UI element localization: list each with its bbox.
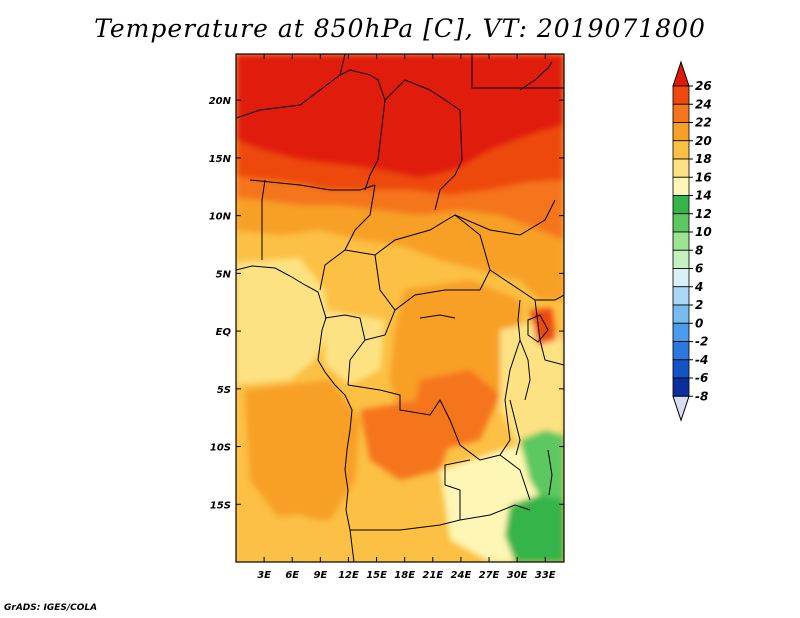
coastline-west <box>236 265 355 562</box>
lon-tick-label: 18E <box>394 570 415 581</box>
colorbar-swatch <box>672 122 690 142</box>
river-congo-marks <box>419 314 456 319</box>
colorbar-label: 2 <box>695 298 703 312</box>
border-benin-nigeria <box>261 179 266 260</box>
lon-tick-label: 21E <box>422 570 443 581</box>
colorbar-label: 4 <box>694 280 703 294</box>
chart-title: Temperature at 850hPa [C], VT: 201907180… <box>94 14 706 43</box>
border-car-north <box>344 214 491 291</box>
colorbar-label: 0 <box>695 316 703 330</box>
lon-tick-label: 6E <box>285 570 299 581</box>
colorbar-label: 18 <box>695 152 712 166</box>
map-frame <box>235 53 565 563</box>
field-hot-spot-east <box>530 308 556 345</box>
colorbar-label: 14 <box>695 189 712 203</box>
lat-tick-label: 15S <box>210 500 231 511</box>
lat-tick-label: EQ <box>216 327 232 338</box>
colorbar-label: 6 <box>695 262 703 276</box>
coast-red-sea <box>519 61 553 91</box>
colorbar-label: 10 <box>695 225 712 239</box>
border-algeria-libya <box>339 54 346 76</box>
colorbar-swatch <box>672 231 690 251</box>
colorbar-swatch <box>672 377 690 397</box>
field-16-18-gabon <box>325 310 385 385</box>
colorbar-label: 26 <box>695 79 712 93</box>
colorbar-label: -6 <box>695 371 708 385</box>
border-lakes <box>519 339 531 401</box>
lon-tick-label: 33E <box>535 570 556 581</box>
colorbar-swatch <box>672 158 690 178</box>
colorbar-swatch <box>672 249 690 269</box>
field-20-22-atlantic-south <box>245 380 360 520</box>
border-car-south <box>374 254 480 311</box>
colorbar-label: -8 <box>695 389 708 403</box>
lon-tick-label: 27E <box>479 570 500 581</box>
colorbar-label: 24 <box>695 97 712 111</box>
border-angola <box>350 459 471 531</box>
border-nigeria-niger <box>249 179 376 191</box>
colorbar-swatch <box>672 286 690 306</box>
colorbar-swatch <box>672 213 690 233</box>
colorbar-label: 20 <box>695 134 712 148</box>
border-gabon <box>324 314 366 386</box>
border-nigeria-cameroon <box>319 184 376 291</box>
lake-victoria <box>527 314 549 343</box>
border-zambia-malawi <box>499 454 531 501</box>
colorbar-label: 8 <box>695 243 703 257</box>
lon-tick-label: 15E <box>366 570 387 581</box>
temperature-field <box>236 54 564 562</box>
colorbar-swatch <box>672 140 690 160</box>
field-10-12-malawi <box>520 430 564 510</box>
border-sudan-south <box>454 199 556 236</box>
colorbar-swatch <box>672 341 690 361</box>
lon-tick-label: 12E <box>338 570 359 581</box>
grads-credit: GrADS: IGES/COLA <box>4 603 98 613</box>
lat-tick-label: 15N <box>209 154 232 165</box>
colorbar-swatch <box>672 322 690 342</box>
lon-tick-label: 24E <box>451 570 472 581</box>
colorbar-swatch <box>672 195 690 215</box>
field-12-14-south <box>505 495 564 562</box>
colorbar-swatch <box>672 176 690 196</box>
lon-tick-label: 3E <box>257 570 271 581</box>
colorbar-swatch <box>672 268 690 288</box>
country-borders <box>236 54 564 562</box>
border-congo <box>364 309 396 341</box>
colorbar-top-arrow <box>672 60 690 87</box>
lake-tanganyika <box>509 399 521 456</box>
border-libya-egypt <box>471 54 564 89</box>
longitude-axis: 3E 6E 9E 12E 15E 18E 21E 24E 27E 30E 33E <box>257 54 556 581</box>
lon-tick-label: 9E <box>313 570 327 581</box>
colorbar-label: 22 <box>695 116 712 130</box>
field-above-26 <box>236 54 564 178</box>
field-16-18-gulf <box>236 258 330 385</box>
lat-tick-label: 5S <box>217 385 231 396</box>
lat-tick-label: 10S <box>210 443 231 454</box>
lat-tick-label: 10N <box>209 212 232 223</box>
colorbar-bottom-arrow <box>672 395 690 422</box>
colorbar-label: 16 <box>695 170 712 184</box>
colorbar-swatch <box>672 85 690 105</box>
colorbar-swatch <box>672 304 690 324</box>
colorbar-label: -2 <box>695 335 708 349</box>
colorbar-swatch <box>672 103 690 123</box>
lon-tick-label: 30E <box>507 570 528 581</box>
border-kenya <box>534 299 564 366</box>
border-niger-chad <box>236 69 386 191</box>
lat-tick-label: 5N <box>216 269 232 280</box>
colorbar-label: -4 <box>695 353 708 367</box>
lake-malawi <box>547 449 553 496</box>
field-18-20-south <box>236 515 360 562</box>
latitude-axis: 20N 15N 10N 5N EQ 5S 10S 15S <box>209 96 564 511</box>
field-22-24-angola <box>360 400 450 480</box>
border-zambia-zimbabwe <box>459 504 531 521</box>
colorbar-swatch <box>672 359 690 379</box>
colorbar-label: 12 <box>695 207 712 221</box>
lat-tick-label: 20N <box>209 96 232 107</box>
border-chad-sudan <box>384 79 463 211</box>
border-drc <box>347 299 521 461</box>
